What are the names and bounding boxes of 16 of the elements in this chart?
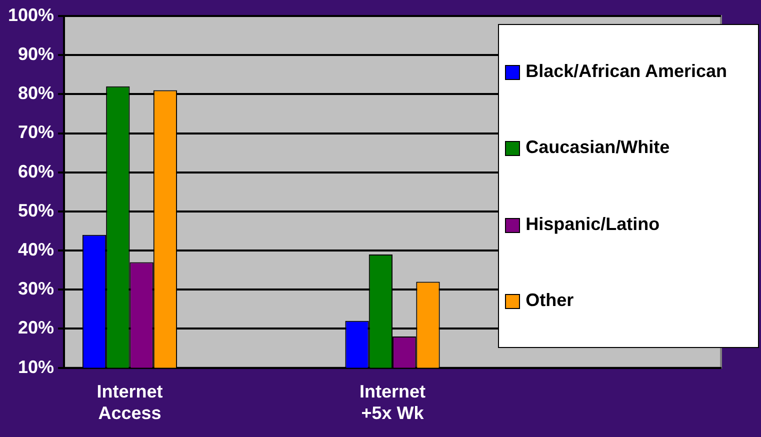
x-tick-label: Internet +5x Wk bbox=[360, 382, 426, 424]
y-tick-label: 100% bbox=[8, 4, 54, 25]
legend-label: Other bbox=[526, 290, 574, 311]
legend-label: Hispanic/Latino bbox=[526, 214, 660, 235]
y-tick-label: 20% bbox=[18, 318, 54, 338]
y-tick-label: 70% bbox=[18, 122, 54, 142]
y-tick-label: 80% bbox=[18, 83, 54, 104]
y-tick-label: 10% bbox=[18, 356, 54, 377]
y-tick-label: 60% bbox=[18, 161, 54, 182]
y-tick-label: 40% bbox=[18, 240, 54, 260]
legend-label: Black/African American bbox=[526, 60, 728, 82]
legend-label: Caucasian/White bbox=[526, 137, 670, 158]
x-tick-label: Internet Access bbox=[96, 382, 163, 424]
y-tick-label: 30% bbox=[18, 278, 54, 299]
y-tick-label: 50% bbox=[18, 200, 54, 220]
y-tick-label: 90% bbox=[18, 44, 54, 64]
